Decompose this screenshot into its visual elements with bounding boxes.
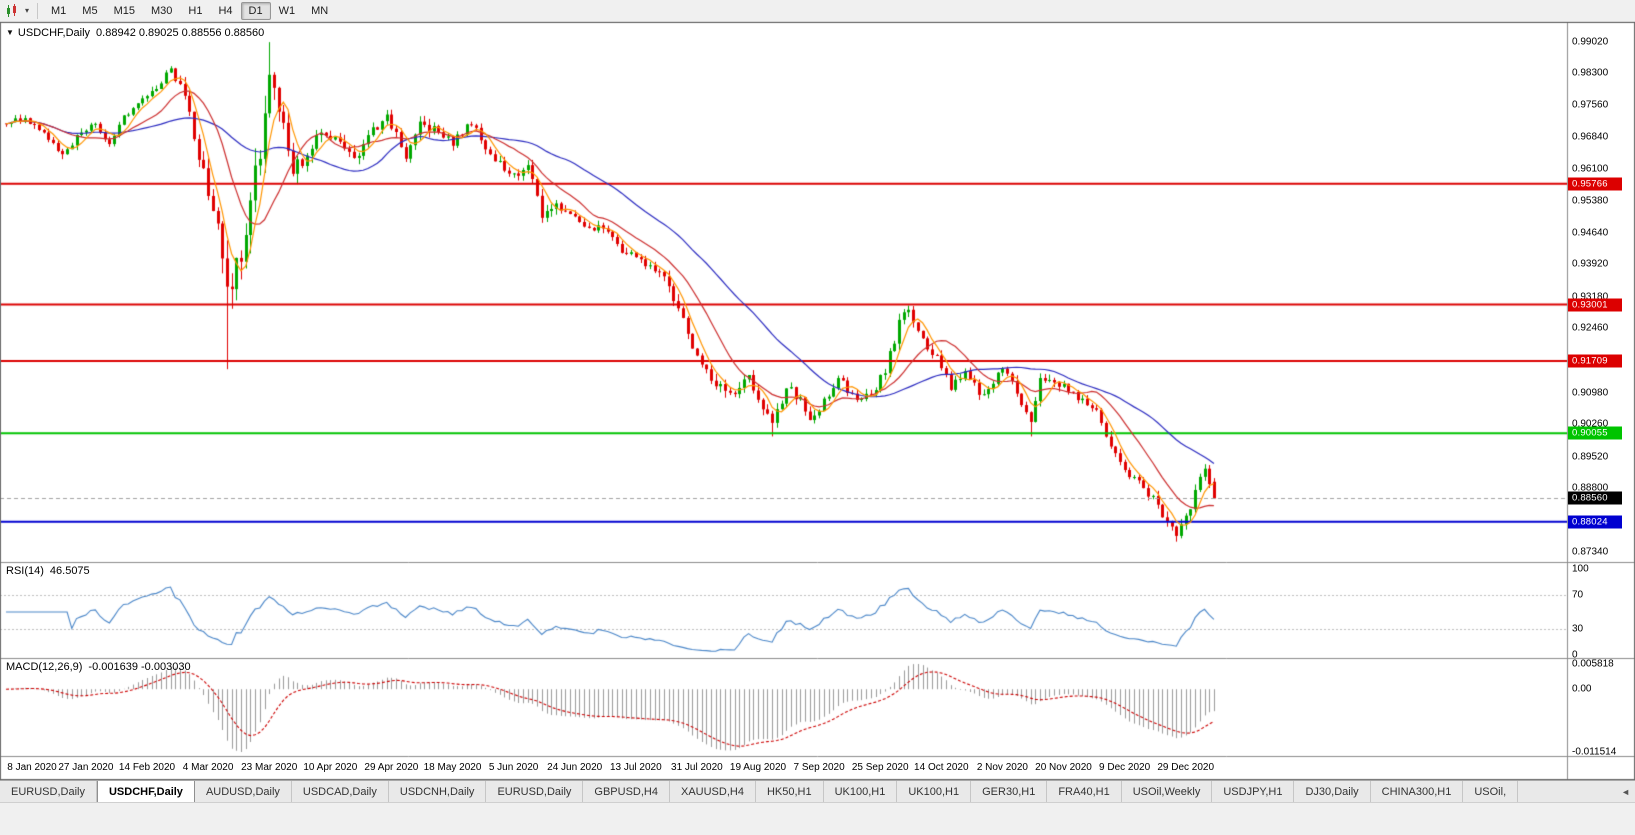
timeframe-button-h4[interactable]: H4 — [218, 4, 233, 17]
level-price-badge: 0.88024 — [1568, 515, 1622, 529]
timeframe-button-m5[interactable]: M5 — [82, 4, 98, 17]
price-axis-label: 0.94640 — [1572, 227, 1609, 239]
price-axis-label: 0.95380 — [1572, 195, 1609, 207]
price-axis-label: 0.93180 — [1572, 291, 1609, 303]
date-axis-label: 27 Jan 2020 — [58, 762, 114, 773]
rsi-current-value: 46.5075 — [49, 565, 90, 577]
chart-tab-usoil-[interactable]: USOil, — [1463, 781, 1519, 802]
chart-tab-usdcnh-daily[interactable]: USDCNH,Daily — [388, 781, 487, 802]
macd-axis-label: 0.005818 — [1572, 658, 1614, 670]
price-axis-label: 0.98300 — [1572, 67, 1609, 79]
chart-tab-ger30-h1[interactable]: GER30,H1 — [971, 781, 1048, 802]
timeframe-button-m1[interactable]: M1 — [51, 4, 67, 17]
rsi-indicator-label: RSI(14) — [6, 565, 44, 577]
chart-tab-china300-h1[interactable]: CHINA300,H1 — [1370, 781, 1464, 802]
price-axis-label: 0.97560 — [1572, 99, 1609, 111]
toolbar-separator — [37, 2, 38, 19]
chart-tab-uk100-h1[interactable]: UK100,H1 — [897, 781, 972, 802]
date-axis-label: 20 Nov 2020 — [1035, 762, 1092, 773]
date-axis-label: 18 May 2020 — [423, 762, 482, 773]
timeframe-button-w1[interactable]: W1 — [278, 4, 296, 17]
price-axis-label: 0.90260 — [1572, 418, 1609, 430]
timeframe-button-d1[interactable]: D1 — [240, 1, 271, 20]
status-bar — [0, 802, 1635, 835]
date-axis-label: 25 Sep 2020 — [851, 762, 909, 773]
chart-tab-eurusd-daily[interactable]: EURUSD,Daily — [0, 781, 97, 802]
price-axis-label: 0.99020 — [1572, 36, 1609, 48]
chart-tab-usoil-weekly[interactable]: USOil,Weekly — [1121, 781, 1213, 802]
rsi-axis-label: 70 — [1572, 589, 1584, 601]
level-price-badge: 0.91709 — [1568, 354, 1622, 368]
date-axis-label: 14 Oct 2020 — [914, 762, 969, 773]
collapse-chart-icon[interactable]: ▼ — [6, 28, 14, 37]
timeframe-button-mn[interactable]: MN — [311, 4, 329, 17]
chart-tab-usdjpy-h1[interactable]: USDJPY,H1 — [1212, 781, 1295, 802]
chart-window: ▼ USDCHF,Daily 0.88942 0.89025 0.88556 0.8… — [0, 22, 1635, 780]
timeframe-button-m15[interactable]: M15 — [113, 4, 135, 17]
macd-axis-label: 0.00 — [1572, 683, 1592, 695]
date-axis-label: 10 Apr 2020 — [303, 762, 358, 773]
chart-tabbar: EURUSD,Daily USDCHF,Daily AUDUSD,Daily USDC… — [0, 780, 1635, 802]
date-axis-label: 19 Aug 2020 — [729, 762, 787, 773]
chart-tab-usdchf-daily[interactable]: USDCHF,Daily — [96, 781, 195, 802]
level-price-badge: 0.93001 — [1568, 298, 1622, 312]
price-axis-label: 0.93920 — [1572, 258, 1609, 270]
rsi-axis-label: 100 — [1572, 563, 1589, 575]
rsi-axis-label: 0 — [1572, 649, 1578, 661]
chart-tab-uk100-h1[interactable]: UK100,H1 — [823, 781, 898, 802]
price-axis-label: 0.87340 — [1572, 546, 1609, 558]
timeframe-buttons-group: M1 M5 M15 M30 H1 H4 D1 W1 MN — [43, 1, 336, 20]
macd-indicator-label: MACD(12,26,9) — [6, 661, 83, 673]
chart-tab-fra40-h1[interactable]: FRA40,H1 — [1047, 781, 1122, 802]
price-chart-canvas[interactable] — [0, 22, 1635, 780]
level-price-badge: 0.90055 — [1568, 426, 1622, 440]
price-axis-label: 0.90980 — [1572, 387, 1609, 399]
macd-current-values: -0.001639 -0.003030 — [88, 661, 191, 673]
date-axis-label: 7 Sep 2020 — [793, 762, 845, 773]
date-axis-label: 13 Jul 2020 — [609, 762, 662, 773]
date-axis-label: 24 Jun 2020 — [547, 762, 603, 773]
price-axis-label: 0.92460 — [1572, 322, 1609, 334]
chart-symbol-label: USDCHF,Daily — [17, 27, 91, 39]
chart-title: ▼ USDCHF,Daily 0.88942 0.89025 0.88556 0.8… — [6, 27, 264, 39]
level-price-badge: 0.95766 — [1568, 177, 1622, 191]
date-axis-label: 9 Dec 2020 — [1099, 762, 1151, 773]
date-axis-label: 5 Jun 2020 — [488, 762, 539, 773]
rsi-axis-label: 30 — [1572, 623, 1584, 635]
chart-ohlc-values: 0.88942 0.89025 0.88556 0.88560 — [96, 27, 265, 39]
timeframe-toolbar: ▾ M1 M5 M15 M30 H1 H4 D1 W1 MN — [0, 0, 1635, 22]
timeframe-button-m30[interactable]: M30 — [150, 4, 173, 17]
chart-tab-dj30-daily[interactable]: DJ30,Daily — [1294, 781, 1371, 802]
chart-tab-eurusd-daily[interactable]: EURUSD,Daily — [486, 781, 584, 802]
chart-tab-audusd-daily[interactable]: AUDUSD,Daily — [194, 781, 292, 802]
timeframe-button-h1[interactable]: H1 — [188, 4, 203, 17]
date-axis-label: 29 Dec 2020 — [1157, 762, 1215, 773]
date-axis-label: 23 Mar 2020 — [241, 762, 298, 773]
date-axis-label: 14 Feb 2020 — [118, 762, 176, 773]
date-axis-label: 2 Nov 2020 — [976, 762, 1028, 773]
current-price-badge: 0.88560 — [1568, 491, 1622, 505]
chart-type-icon[interactable] — [3, 2, 21, 20]
chart-type-dropdown-caret-icon[interactable]: ▾ — [24, 6, 29, 15]
macd-axis-label: -0.011514 — [1572, 746, 1617, 758]
date-axis-label: 4 Mar 2020 — [182, 762, 234, 773]
date-axis-label: 31 Jul 2020 — [671, 762, 723, 773]
chart-tab-hk50-h1[interactable]: HK50,H1 — [755, 781, 824, 802]
chart-tab-usdcad-daily[interactable]: USDCAD,Daily — [291, 781, 389, 802]
price-axis-label: 0.96100 — [1572, 163, 1609, 175]
price-axis-label: 0.89520 — [1572, 451, 1609, 463]
tab-scroll-left-icon[interactable]: ◄ — [1618, 781, 1633, 802]
macd-title: MACD(12,26,9) -0.001639 -0.003030 — [6, 661, 191, 673]
date-axis-label: 29 Apr 2020 — [364, 762, 419, 773]
chart-tab-gbpusd-h4[interactable]: GBPUSD,H4 — [583, 781, 670, 802]
price-axis-label: 0.96840 — [1572, 131, 1609, 143]
chart-tab-xauusd-h4[interactable]: XAUUSD,H4 — [669, 781, 756, 802]
price-axis-label: 0.88800 — [1572, 482, 1609, 494]
rsi-title: RSI(14) 46.5075 — [6, 565, 90, 577]
date-axis-label: 8 Jan 2020 — [7, 762, 57, 773]
